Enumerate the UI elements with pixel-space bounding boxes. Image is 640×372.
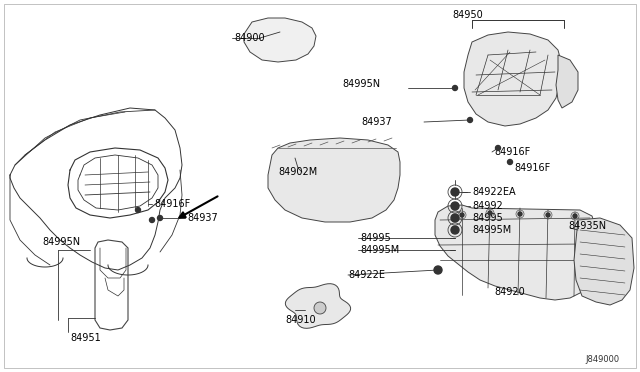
Polygon shape — [285, 284, 351, 328]
Circle shape — [452, 86, 458, 90]
Polygon shape — [268, 138, 400, 222]
Circle shape — [314, 302, 326, 314]
Circle shape — [495, 145, 500, 151]
Text: 84902M: 84902M — [278, 167, 317, 177]
Text: 84995N: 84995N — [42, 237, 80, 247]
Circle shape — [157, 215, 163, 221]
Text: 84995M: 84995M — [472, 225, 511, 235]
Circle shape — [434, 266, 442, 274]
Text: 84910: 84910 — [285, 315, 316, 325]
Text: 84900: 84900 — [234, 33, 264, 43]
Text: 84922E: 84922E — [348, 270, 385, 280]
Circle shape — [451, 214, 459, 222]
Circle shape — [546, 213, 550, 217]
Circle shape — [460, 213, 464, 217]
Polygon shape — [464, 32, 562, 126]
Text: 84916F: 84916F — [494, 147, 531, 157]
Text: 84935N: 84935N — [568, 221, 606, 231]
Polygon shape — [435, 205, 596, 300]
Circle shape — [451, 188, 459, 196]
Text: 84922EA: 84922EA — [472, 187, 516, 197]
Polygon shape — [244, 18, 316, 62]
Circle shape — [573, 214, 577, 218]
Text: 84937: 84937 — [187, 213, 218, 223]
Circle shape — [451, 202, 459, 210]
Text: 84950: 84950 — [452, 10, 483, 20]
Circle shape — [518, 212, 522, 216]
Polygon shape — [556, 55, 578, 108]
Text: 84951: 84951 — [70, 333, 100, 343]
Polygon shape — [574, 218, 634, 305]
Circle shape — [451, 226, 459, 234]
Text: 84920: 84920 — [494, 287, 525, 297]
Text: 84916F: 84916F — [514, 163, 550, 173]
Text: 84992: 84992 — [472, 201, 503, 211]
Circle shape — [150, 218, 154, 222]
Text: 84995: 84995 — [472, 213, 503, 223]
Circle shape — [508, 160, 513, 164]
Text: J849000: J849000 — [586, 356, 620, 365]
Text: 84995: 84995 — [360, 233, 391, 243]
Text: 84995N: 84995N — [342, 79, 380, 89]
Text: 84937: 84937 — [361, 117, 392, 127]
Circle shape — [467, 118, 472, 122]
Circle shape — [488, 211, 492, 215]
Circle shape — [136, 208, 141, 212]
Text: 84916F: 84916F — [154, 199, 190, 209]
Text: 84995M: 84995M — [360, 245, 399, 255]
